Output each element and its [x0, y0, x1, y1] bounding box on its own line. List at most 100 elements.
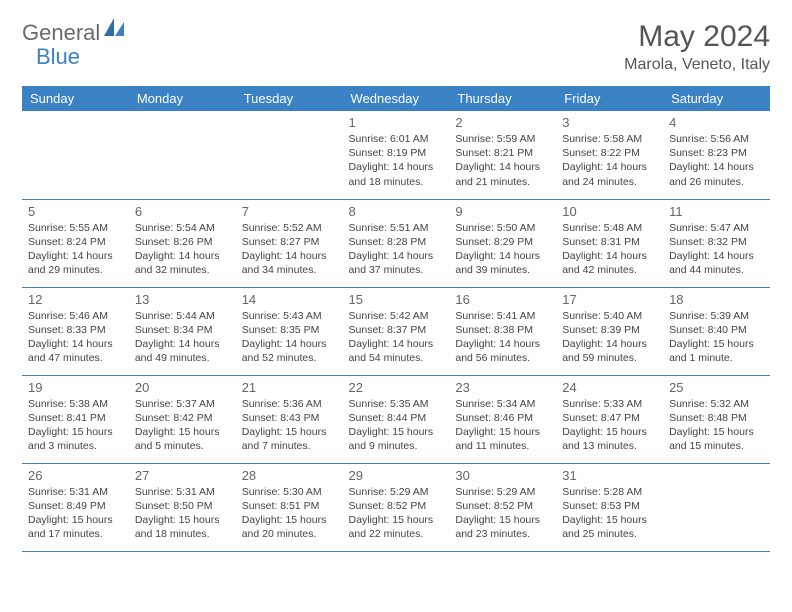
- day-number: 26: [28, 468, 123, 483]
- day-details: Sunrise: 5:33 AMSunset: 8:47 PMDaylight:…: [562, 397, 657, 454]
- day-details: Sunrise: 6:01 AMSunset: 8:19 PMDaylight:…: [349, 132, 444, 189]
- calendar-cell: 29 Sunrise: 5:29 AMSunset: 8:52 PMDayligh…: [343, 463, 450, 551]
- calendar-cell: 10 Sunrise: 5:48 AMSunset: 8:31 PMDayligh…: [556, 199, 663, 287]
- calendar-cell: 12 Sunrise: 5:46 AMSunset: 8:33 PMDayligh…: [22, 287, 129, 375]
- day-number: 1: [349, 115, 444, 130]
- day-number: 13: [135, 292, 230, 307]
- calendar-cell: 5 Sunrise: 5:55 AMSunset: 8:24 PMDaylight…: [22, 199, 129, 287]
- day-details: Sunrise: 5:47 AMSunset: 8:32 PMDaylight:…: [669, 221, 764, 278]
- calendar-cell: 26 Sunrise: 5:31 AMSunset: 8:49 PMDayligh…: [22, 463, 129, 551]
- calendar-cell: 30Sunrise: 5:29 AMSunset: 8:52 PMDayligh…: [449, 463, 556, 551]
- calendar-row: 12 Sunrise: 5:46 AMSunset: 8:33 PMDayligh…: [22, 287, 770, 375]
- calendar-cell: 7Sunrise: 5:52 AMSunset: 8:27 PMDaylight…: [236, 199, 343, 287]
- logo-sail-icon: [104, 18, 126, 44]
- calendar-body: 1 Sunrise: 6:01 AMSunset: 8:19 PMDaylight…: [22, 111, 770, 551]
- calendar-cell: 22Sunrise: 5:35 AMSunset: 8:44 PMDayligh…: [343, 375, 450, 463]
- day-details: Sunrise: 5:38 AMSunset: 8:41 PMDaylight:…: [28, 397, 123, 454]
- logo-prefix: General: [22, 20, 100, 46]
- day-details: Sunrise: 5:42 AMSunset: 8:37 PMDaylight:…: [349, 309, 444, 366]
- logo-suffix: Blue: [36, 44, 80, 70]
- day-details: Sunrise: 5:48 AMSunset: 8:31 PMDaylight:…: [562, 221, 657, 278]
- day-number: 29: [349, 468, 444, 483]
- day-details: Sunrise: 5:51 AMSunset: 8:28 PMDaylight:…: [349, 221, 444, 278]
- calendar-cell: 14Sunrise: 5:43 AMSunset: 8:35 PMDayligh…: [236, 287, 343, 375]
- day-number: 20: [135, 380, 230, 395]
- calendar-cell: 20 Sunrise: 5:37 AMSunset: 8:42 PMDayligh…: [129, 375, 236, 463]
- calendar-cell: 16 Sunrise: 5:41 AMSunset: 8:38 PMDayligh…: [449, 287, 556, 375]
- calendar-cell: 21 Sunrise: 5:36 AMSunset: 8:43 PMDayligh…: [236, 375, 343, 463]
- day-header: Sunday: [22, 86, 129, 111]
- calendar-cell: 9Sunrise: 5:50 AMSunset: 8:29 PMDaylight…: [449, 199, 556, 287]
- calendar-cell: 11 Sunrise: 5:47 AMSunset: 8:32 PMDayligh…: [663, 199, 770, 287]
- day-number: 15: [349, 292, 444, 307]
- day-number: 11: [669, 204, 764, 219]
- day-details: Sunrise: 5:44 AMSunset: 8:34 PMDaylight:…: [135, 309, 230, 366]
- calendar-cell: 19 Sunrise: 5:38 AMSunset: 8:41 PMDayligh…: [22, 375, 129, 463]
- calendar-cell: [22, 111, 129, 199]
- calendar-cell: [129, 111, 236, 199]
- day-number: 18: [669, 292, 764, 307]
- calendar-cell: 15 Sunrise: 5:42 AMSunset: 8:37 PMDayligh…: [343, 287, 450, 375]
- calendar-cell: 2 Sunrise: 5:59 AMSunset: 8:21 PMDaylight…: [449, 111, 556, 199]
- day-number: 12: [28, 292, 123, 307]
- calendar-cell: 6Sunrise: 5:54 AMSunset: 8:26 PMDaylight…: [129, 199, 236, 287]
- header: General May 2024 Marola, Veneto, Italy: [22, 20, 770, 74]
- day-number: 10: [562, 204, 657, 219]
- day-number: 2: [455, 115, 550, 130]
- calendar-row: 1 Sunrise: 6:01 AMSunset: 8:19 PMDaylight…: [22, 111, 770, 199]
- calendar-cell: 3 Sunrise: 5:58 AMSunset: 8:22 PMDaylight…: [556, 111, 663, 199]
- logo: General: [22, 20, 126, 46]
- day-header: Wednesday: [343, 86, 450, 111]
- calendar-table: SundayMondayTuesdayWednesdayThursdayFrid…: [22, 86, 770, 552]
- calendar-row: 19 Sunrise: 5:38 AMSunset: 8:41 PMDayligh…: [22, 375, 770, 463]
- day-number: 5: [28, 204, 123, 219]
- month-title: May 2024: [624, 20, 770, 54]
- location: Marola, Veneto, Italy: [624, 56, 770, 74]
- day-number: 6: [135, 204, 230, 219]
- calendar-cell: 13 Sunrise: 5:44 AMSunset: 8:34 PMDayligh…: [129, 287, 236, 375]
- calendar-cell: 18 Sunrise: 5:39 AMSunset: 8:40 PMDayligh…: [663, 287, 770, 375]
- day-details: Sunrise: 5:32 AMSunset: 8:48 PMDaylight:…: [669, 397, 764, 454]
- day-details: Sunrise: 5:39 AMSunset: 8:40 PMDaylight:…: [669, 309, 764, 366]
- day-details: Sunrise: 5:46 AMSunset: 8:33 PMDaylight:…: [28, 309, 123, 366]
- calendar-cell: 17Sunrise: 5:40 AMSunset: 8:39 PMDayligh…: [556, 287, 663, 375]
- day-details: Sunrise: 5:37 AMSunset: 8:42 PMDaylight:…: [135, 397, 230, 454]
- day-details: Sunrise: 5:35 AMSunset: 8:44 PMDaylight:…: [349, 397, 444, 454]
- day-number: 21: [242, 380, 337, 395]
- day-number: 3: [562, 115, 657, 130]
- day-number: 16: [455, 292, 550, 307]
- day-details: Sunrise: 5:30 AMSunset: 8:51 PMDaylight:…: [242, 485, 337, 542]
- day-details: Sunrise: 5:28 AMSunset: 8:53 PMDaylight:…: [562, 485, 657, 542]
- calendar-cell: 27Sunrise: 5:31 AMSunset: 8:50 PMDayligh…: [129, 463, 236, 551]
- calendar-row: 26 Sunrise: 5:31 AMSunset: 8:49 PMDayligh…: [22, 463, 770, 551]
- day-details: Sunrise: 5:41 AMSunset: 8:38 PMDaylight:…: [455, 309, 550, 366]
- day-number: 28: [242, 468, 337, 483]
- day-number: 7: [242, 204, 337, 219]
- calendar-cell: 24 Sunrise: 5:33 AMSunset: 8:47 PMDayligh…: [556, 375, 663, 463]
- day-details: Sunrise: 5:55 AMSunset: 8:24 PMDaylight:…: [28, 221, 123, 278]
- day-details: Sunrise: 5:40 AMSunset: 8:39 PMDaylight:…: [562, 309, 657, 366]
- day-number: 19: [28, 380, 123, 395]
- day-details: Sunrise: 5:56 AMSunset: 8:23 PMDaylight:…: [669, 132, 764, 189]
- day-number: 30: [455, 468, 550, 483]
- calendar-cell: 28 Sunrise: 5:30 AMSunset: 8:51 PMDayligh…: [236, 463, 343, 551]
- calendar-row: 5 Sunrise: 5:55 AMSunset: 8:24 PMDaylight…: [22, 199, 770, 287]
- day-details: Sunrise: 5:34 AMSunset: 8:46 PMDaylight:…: [455, 397, 550, 454]
- day-details: Sunrise: 5:50 AMSunset: 8:29 PMDaylight:…: [455, 221, 550, 278]
- calendar-header-row: SundayMondayTuesdayWednesdayThursdayFrid…: [22, 86, 770, 111]
- day-details: Sunrise: 5:29 AMSunset: 8:52 PMDaylight:…: [349, 485, 444, 542]
- day-number: 31: [562, 468, 657, 483]
- day-details: Sunrise: 5:58 AMSunset: 8:22 PMDaylight:…: [562, 132, 657, 189]
- title-block: May 2024 Marola, Veneto, Italy: [624, 20, 770, 74]
- day-details: Sunrise: 5:36 AMSunset: 8:43 PMDaylight:…: [242, 397, 337, 454]
- day-number: 24: [562, 380, 657, 395]
- calendar-cell: 31 Sunrise: 5:28 AMSunset: 8:53 PMDayligh…: [556, 463, 663, 551]
- day-details: Sunrise: 5:31 AMSunset: 8:49 PMDaylight:…: [28, 485, 123, 542]
- day-number: 8: [349, 204, 444, 219]
- day-number: 27: [135, 468, 230, 483]
- calendar-cell: [663, 463, 770, 551]
- day-number: 14: [242, 292, 337, 307]
- day-number: 25: [669, 380, 764, 395]
- calendar-cell: [236, 111, 343, 199]
- day-details: Sunrise: 5:59 AMSunset: 8:21 PMDaylight:…: [455, 132, 550, 189]
